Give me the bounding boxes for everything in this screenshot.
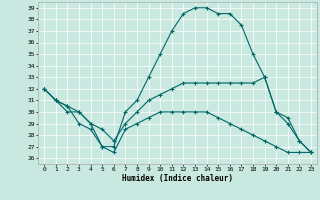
X-axis label: Humidex (Indice chaleur): Humidex (Indice chaleur) — [122, 174, 233, 183]
